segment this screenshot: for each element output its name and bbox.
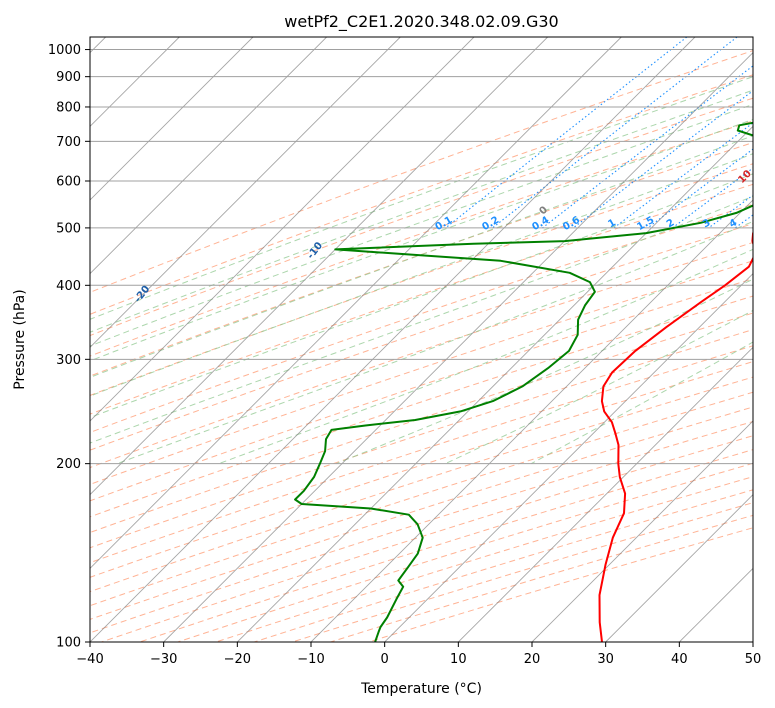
dewpoint-profile-line — [294, 121, 753, 642]
y-tick-label: 800 — [56, 100, 81, 115]
dry-adiabat — [90, 142, 753, 377]
y-tick-label: 600 — [56, 174, 81, 189]
isotherm-gridline — [90, 37, 475, 422]
isotherm-gridline — [310, 199, 753, 642]
chart-title: wetPf2_C2E1.2020.348.02.09.G30 — [284, 12, 558, 32]
dry-adiabat — [90, 74, 753, 315]
mixing-ratio-label: 3 — [701, 217, 713, 230]
x-tick-label: 50 — [745, 652, 762, 667]
isotherm-gridline — [163, 52, 753, 642]
plot-frame — [89, 36, 754, 643]
moist-adiabat — [90, 135, 753, 378]
isotherm-gridline — [458, 346, 753, 642]
isotherm-gridline — [90, 37, 401, 348]
dry-adiabat — [90, 361, 753, 578]
x-axis-title: Temperature (°C) — [360, 681, 482, 697]
y-tick-label: 900 — [56, 70, 81, 85]
moist-adiabat — [90, 153, 753, 397]
x-tick-label: −30 — [150, 652, 177, 667]
isotherm-gridline — [90, 37, 548, 496]
x-tick-label: 40 — [671, 652, 688, 667]
x-tick-label: 10 — [450, 652, 467, 667]
x-tick-label: −40 — [76, 652, 103, 667]
isotherm-gridline — [384, 273, 753, 642]
y-tick-label: 400 — [56, 279, 81, 294]
dry-adiabat — [90, 183, 753, 415]
dry-adiabat — [90, 329, 753, 549]
mixing-ratio-label: 4 — [728, 217, 740, 230]
y-tick-label: 100 — [56, 636, 81, 651]
moist-adiabat — [90, 173, 753, 419]
mixing-ratio-line — [542, 65, 753, 229]
x-tick-label: 20 — [524, 652, 541, 667]
temperature-profile-line — [598, 231, 753, 642]
isotherm-gridline — [531, 420, 753, 642]
axes: −40 −30 −20 −10 0 10 20 30 40 50 100 200 300 400 500 60… — [48, 43, 761, 667]
x-tick-label: 30 — [597, 652, 614, 667]
dry-adiabat — [90, 163, 753, 396]
dry-adiabat — [90, 312, 753, 534]
dry-adiabat — [90, 97, 753, 337]
moist-adiabat — [90, 195, 753, 444]
y-tick-label: 1000 — [48, 43, 81, 58]
isotherm-gridline — [237, 125, 753, 642]
y-axis-title: Pressure (hPa) — [12, 289, 28, 389]
y-tick-label: 300 — [56, 353, 81, 368]
y-tick-label: 200 — [56, 457, 81, 472]
x-tick-label: −10 — [297, 652, 324, 667]
isotherm-gridline — [90, 37, 254, 201]
mixing-ratio-line — [572, 90, 753, 229]
mixing-ratio-line — [672, 167, 753, 229]
background-lines — [90, 37, 753, 642]
moist-adiabat — [90, 89, 753, 333]
isotherm-gridline — [90, 37, 696, 642]
moist-adiabat — [90, 118, 753, 362]
profiles — [294, 121, 753, 642]
y-tick-label: 700 — [56, 135, 81, 150]
x-tick-label: 0 — [381, 652, 389, 667]
x-tick-label: −20 — [224, 652, 251, 667]
dry-adiabat — [90, 278, 753, 502]
moist-adiabat — [90, 76, 753, 320]
isotherm-gridline — [90, 37, 327, 275]
mixing-ratio-label: 1 — [606, 217, 618, 230]
dry-adiabat — [90, 50, 753, 293]
moist-adiabat — [218, 248, 753, 465]
isotherm-gridline — [90, 37, 622, 569]
y-tick-label: 500 — [56, 221, 81, 236]
moist-adiabat — [335, 278, 753, 465]
dry-adiabat — [90, 223, 753, 451]
isotherm-gridline — [605, 494, 753, 642]
dry-adiabat — [90, 391, 753, 607]
mixing-ratio-label: 2 — [665, 217, 677, 230]
